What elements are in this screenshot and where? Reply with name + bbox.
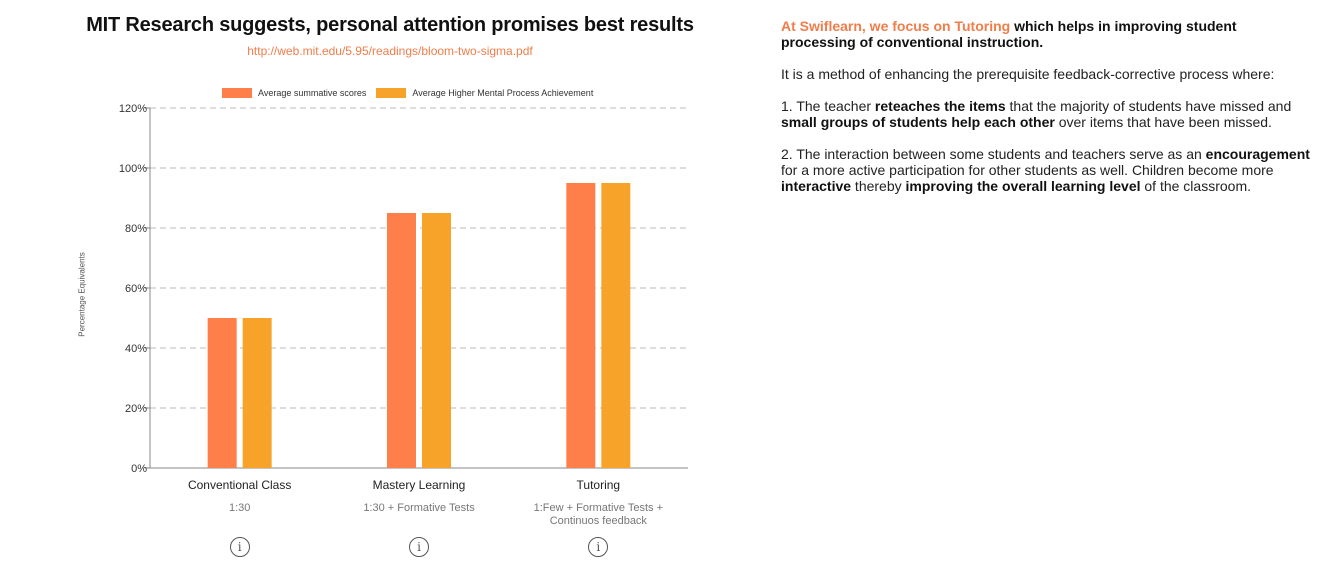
category-subtitle: Continuos feedback [550, 515, 648, 527]
intro-paragraph: At Swiflearn, we focus on Tutoring which… [781, 18, 1311, 50]
bar-summative [387, 213, 416, 468]
point-two-text-c: thereby [851, 178, 906, 194]
y-tick-label: 40% [125, 343, 147, 355]
chart-legend: Average summative scores Average Higher … [222, 88, 603, 98]
x-tick-label: Mastery Learning [373, 478, 466, 492]
point-one: 1. The teacher reteaches the items that … [781, 98, 1311, 130]
point-two-text-b: for a more active participation for othe… [781, 162, 1274, 178]
x-tick-label: Tutoring [577, 478, 621, 492]
point-two-bold-a: encouragement [1205, 146, 1310, 162]
chart-title: MIT Research suggests, personal attentio… [86, 14, 694, 36]
point-one-bold-b: small groups of students help each other [781, 114, 1055, 130]
info-icon[interactable]: i [229, 537, 250, 557]
info-icon[interactable]: i [409, 537, 429, 557]
info-icon[interactable]: i [588, 537, 609, 557]
y-tick-label: 0% [131, 463, 147, 475]
point-two-bold-b: interactive [781, 178, 852, 194]
source-link[interactable]: http://web.mit.edu/5.95/readings/bloom-t… [247, 44, 533, 58]
point-two: 2. The interaction between some students… [781, 146, 1311, 194]
bar-hmp [422, 213, 451, 468]
y-tick-label: 120% [119, 103, 147, 115]
bar-hmp [601, 183, 631, 468]
y-tick-label: 20% [125, 403, 147, 415]
category-subtitle: 1:30 + Formative Tests [363, 502, 475, 514]
point-two-text-d: of the classroom. [1140, 178, 1251, 194]
y-tick-label: 80% [125, 223, 147, 235]
legend-label-hmp: Average Higher Mental Process Achievemen… [412, 88, 594, 98]
point-two-text: 2. The interaction between some students… [781, 146, 1206, 162]
y-tick-label: 60% [125, 283, 147, 295]
bar-summative [207, 318, 237, 468]
category-subtitle: 1:Few + Formative Tests + [534, 502, 663, 514]
legend-swatch-hmp [376, 88, 407, 98]
point-one-text-c: over items that have been missed. [1054, 114, 1272, 130]
x-tick-label: Conventional Class [188, 478, 291, 492]
legend-item-hmp: Average Higher Mental Process Achievemen… [376, 88, 593, 98]
point-one-bold-a: reteaches the items [874, 98, 1006, 114]
intro-highlight: At Swiflearn, we focus on Tutoring [781, 18, 1011, 34]
method-paragraph: It is a method of enhancing the prerequi… [781, 66, 1275, 82]
legend-item-summative: Average summative scores [222, 88, 366, 98]
bar-chart: 0% 20% 40% 60% 80% 100% 120% Conventional Class… [119, 103, 688, 527]
bar-hmp [242, 318, 272, 468]
point-one-text: 1. The teacher [781, 98, 875, 114]
intro-rest: which helps in improving student process… [781, 18, 1237, 50]
point-one-text-b: that the majority of students have misse… [1005, 98, 1292, 114]
tutoring-description: At Swiflearn, we focus on Tutoring which… [781, 18, 1311, 210]
category-subtitle: 1:30 [229, 502, 250, 514]
bar-summative [566, 183, 596, 468]
y-tick-label: 100% [119, 163, 147, 175]
legend-swatch-summative [222, 88, 252, 98]
point-two-bold-c: improving the overall learning level [905, 178, 1141, 194]
legend-label-summative: Average summative scores [258, 88, 367, 98]
